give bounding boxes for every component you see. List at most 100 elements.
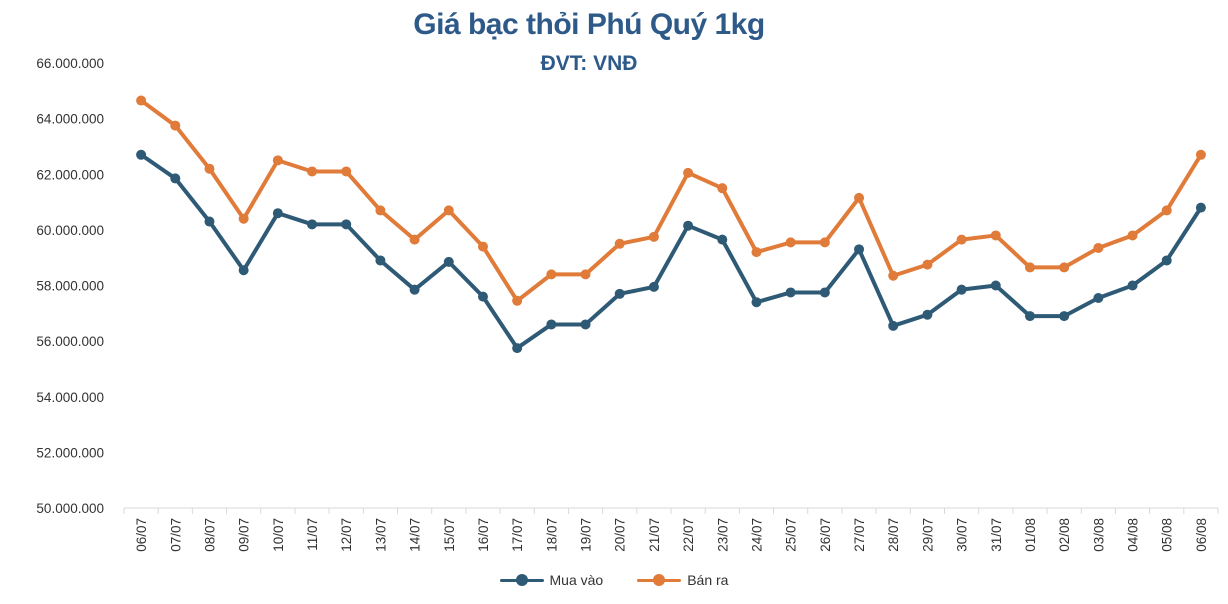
data-point <box>477 241 488 252</box>
x-tick-label: 16/07 <box>476 518 491 552</box>
data-point <box>546 319 557 330</box>
x-tick-label: 08/07 <box>202 518 217 552</box>
y-tick-label: 62.000.000 <box>36 167 104 182</box>
data-point <box>1059 262 1070 273</box>
x-tick-label: 03/08 <box>1091 518 1106 552</box>
data-point <box>443 205 454 216</box>
series-mua-vao <box>136 149 1206 354</box>
x-tick-label: 15/07 <box>442 518 457 552</box>
x-tick-label: 23/07 <box>715 518 730 552</box>
data-point <box>1161 255 1172 266</box>
data-point <box>785 287 796 298</box>
x-tick-label: 13/07 <box>373 518 388 552</box>
data-point <box>683 167 694 178</box>
data-point <box>751 247 762 258</box>
legend-label-mua-vao: Mua vào <box>549 572 604 588</box>
legend-swatch-ban-ra <box>637 574 682 586</box>
x-tick-label: 26/07 <box>818 518 833 552</box>
data-point <box>477 291 488 302</box>
chart-subtitle: ĐVT: VNĐ <box>540 52 638 75</box>
y-axis: 50.000.000 52.000.000 54.000.000 56.000.000… <box>36 56 104 516</box>
x-tick-label: 27/07 <box>852 518 867 552</box>
data-point <box>717 234 728 245</box>
data-point <box>170 173 181 184</box>
data-point <box>1024 262 1035 273</box>
x-tick-label: 30/07 <box>955 518 970 552</box>
data-point <box>580 319 591 330</box>
x-tick-label: 14/07 <box>408 518 423 552</box>
x-tick-label: 17/07 <box>510 518 525 552</box>
data-point <box>1059 311 1070 322</box>
data-point <box>238 213 249 224</box>
data-point <box>1195 202 1206 213</box>
y-tick-label: 64.000.000 <box>36 112 104 127</box>
data-point <box>648 281 659 292</box>
data-point <box>751 297 762 308</box>
x-tick-label: 22/07 <box>681 518 696 552</box>
data-point <box>204 163 215 174</box>
legend: Mua vào Bán ra <box>0 572 1228 588</box>
data-point <box>888 320 899 331</box>
data-point <box>614 288 625 299</box>
data-point <box>990 230 1001 241</box>
data-point <box>307 219 318 230</box>
data-point <box>1161 205 1172 216</box>
data-point <box>580 269 591 280</box>
x-tick-label: 06/08 <box>1194 518 1209 552</box>
data-point <box>238 265 249 276</box>
x-tick-label: 11/07 <box>305 518 320 551</box>
y-tick-label: 60.000.000 <box>36 223 104 238</box>
data-point <box>648 231 659 242</box>
data-point <box>956 234 967 245</box>
legend-swatch-mua-vao <box>499 574 544 586</box>
data-point <box>1093 242 1104 253</box>
y-tick-label: 58.000.000 <box>36 279 104 294</box>
data-point <box>819 237 830 248</box>
data-point <box>854 192 865 203</box>
data-point <box>375 205 386 216</box>
data-point <box>307 166 318 177</box>
legend-label-ban-ra: Bán ra <box>687 572 729 588</box>
x-tick-label: 12/07 <box>339 518 354 552</box>
data-point <box>819 287 830 298</box>
series-line <box>139 152 1203 351</box>
data-point <box>136 149 147 160</box>
x-tick-label: 05/08 <box>1160 518 1175 552</box>
data-point <box>990 280 1001 291</box>
data-point <box>443 256 454 267</box>
data-point <box>1093 293 1104 304</box>
data-point <box>409 234 420 245</box>
data-point <box>341 219 352 230</box>
data-point <box>922 309 933 320</box>
y-tick-label: 56.000.000 <box>36 334 104 349</box>
data-point <box>683 220 694 231</box>
x-tick-label: 19/07 <box>579 518 594 552</box>
data-point <box>1195 149 1206 160</box>
x-tick-label: 21/07 <box>647 518 662 552</box>
legend-item-ban-ra: Bán ra <box>637 572 728 588</box>
x-tick-label: 29/07 <box>920 518 935 552</box>
data-point <box>341 166 352 177</box>
data-point <box>204 216 215 227</box>
x-tick-label: 28/07 <box>886 518 901 552</box>
x-tick-label: 31/07 <box>989 518 1004 552</box>
data-point <box>888 270 899 281</box>
y-tick-label: 50.000.000 <box>36 501 104 516</box>
data-point <box>1127 280 1138 291</box>
data-point <box>717 183 728 194</box>
x-tick-label: 20/07 <box>613 518 628 552</box>
x-tick-label: 06/07 <box>134 518 149 552</box>
data-point <box>956 284 967 295</box>
x-tick-label: 25/07 <box>784 518 799 552</box>
data-point <box>272 155 283 166</box>
y-tick-label: 52.000.000 <box>36 445 104 460</box>
data-point <box>136 95 147 106</box>
data-point <box>170 120 181 131</box>
series-ban-ra <box>136 95 1206 306</box>
x-tick-label: 01/08 <box>1023 518 1038 552</box>
data-point <box>854 244 865 255</box>
data-point <box>614 238 625 249</box>
data-point <box>409 284 420 295</box>
data-point <box>785 237 796 248</box>
